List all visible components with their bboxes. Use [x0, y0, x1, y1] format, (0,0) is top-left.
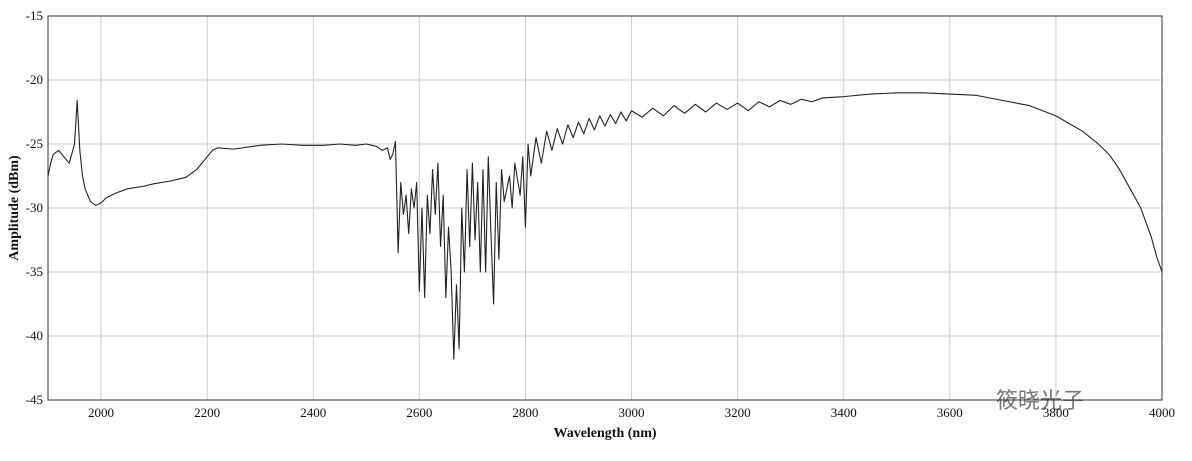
x-tick-label: 2200 — [194, 405, 220, 420]
y-tick-label: -15 — [26, 8, 43, 23]
y-tick-label: -35 — [26, 264, 43, 279]
x-axis-label: Wavelength (nm) — [553, 426, 656, 441]
y-tick-label: -20 — [26, 72, 43, 87]
x-tick-label: 4000 — [1149, 405, 1175, 420]
y-tick-label: -25 — [26, 136, 43, 151]
x-tick-label: 2800 — [512, 405, 538, 420]
y-axis-label: Amplitude (dBm) — [7, 155, 22, 261]
y-tick-label: -40 — [26, 328, 43, 343]
watermark: 筱晓光子 — [996, 389, 1084, 414]
plot-frame — [47, 15, 1163, 401]
y-tick-label: -45 — [26, 392, 43, 407]
x-tick-label: 2000 — [88, 405, 114, 420]
x-tick-label: 3000 — [619, 405, 645, 420]
y-tick-label: -30 — [26, 200, 43, 215]
x-tick-label: 2600 — [406, 405, 432, 420]
x-tick-label: 3400 — [831, 405, 857, 420]
x-tick-label: 3800 — [1043, 405, 1069, 420]
x-tick-label: 3200 — [725, 405, 751, 420]
x-tick-label: 2400 — [300, 405, 326, 420]
x-tick-label: 3600 — [937, 405, 963, 420]
spectrum-line — [47, 92, 1163, 360]
